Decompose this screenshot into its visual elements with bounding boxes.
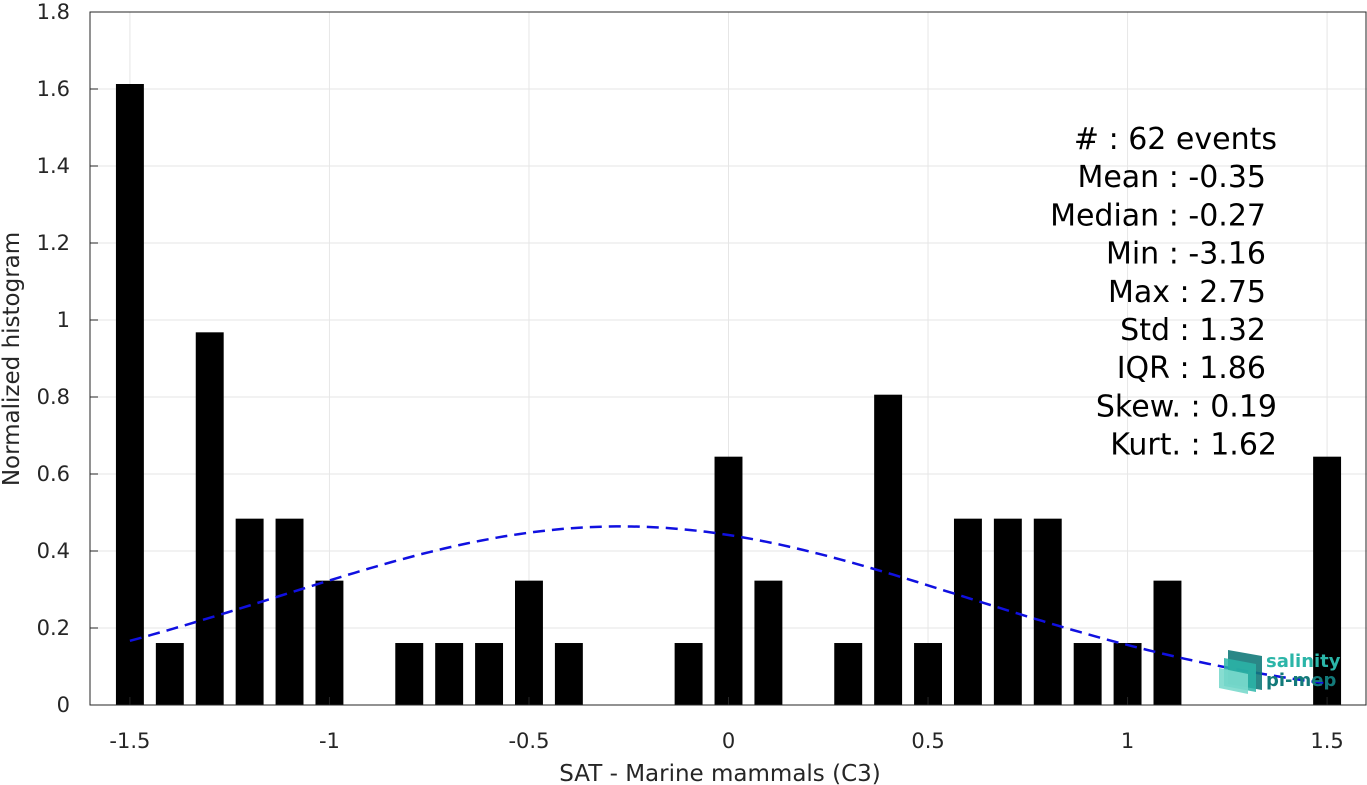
x-tick-label: 0 <box>722 729 735 753</box>
x-tick-label: 1 <box>1121 729 1134 753</box>
histogram-bar <box>874 394 903 705</box>
histogram-bar <box>515 580 543 705</box>
y-tick-label: 0 <box>57 693 70 717</box>
gaussian-fit-curve <box>129 525 1328 685</box>
histogram-bar <box>1153 580 1182 705</box>
stat-line: Min : -3.16 <box>1106 237 1266 272</box>
histogram-bar <box>754 580 783 705</box>
stat-line: Max : 2.75 <box>1108 275 1266 310</box>
stat-line: Median : -0.27 <box>1050 198 1266 233</box>
x-tick-label: 0.5 <box>911 729 944 753</box>
stat-line: Kurt. : 1.62 <box>1110 428 1277 463</box>
bars <box>115 83 1342 706</box>
stat-line: Std : 1.32 <box>1120 313 1266 348</box>
histogram-bar <box>275 518 304 705</box>
logo-text-pi-mep: pi-mep <box>1266 670 1336 691</box>
histogram-bar <box>1113 643 1142 705</box>
histogram-bar <box>435 643 464 705</box>
y-tick-label: 1.6 <box>37 77 70 101</box>
histogram-bar <box>1073 643 1102 705</box>
y-tick-label: 1 <box>57 308 70 332</box>
histogram-bar <box>714 456 743 705</box>
y-axis-label: Normalized histogram <box>0 232 25 486</box>
logo-text-salinity: salinity <box>1266 651 1341 672</box>
histogram-bar <box>395 643 424 705</box>
histogram-bar <box>834 643 863 705</box>
histogram-bar <box>155 643 184 705</box>
histogram-bar <box>1033 518 1062 705</box>
histogram-bar <box>475 643 504 705</box>
y-tick-label: 0.6 <box>37 462 70 486</box>
stat-line: IQR : 1.86 <box>1117 351 1266 386</box>
histogram-bar <box>914 643 942 705</box>
y-tick-labels: 0 0.2 0.4 0.6 0.8 1 1.2 1.4 1.6 1.8 <box>37 0 70 717</box>
histogram-bar <box>1313 456 1342 705</box>
y-tick-label: 0.4 <box>37 539 70 563</box>
salinity-pi-mep-logo: salinity pi-mep <box>1219 650 1341 694</box>
y-tick-label: 1.8 <box>37 0 70 24</box>
stat-line: Mean : -0.35 <box>1077 160 1266 195</box>
histogram-bar <box>195 332 224 705</box>
y-tick-label: 0.8 <box>37 385 70 409</box>
x-axis-label: SAT - Marine mammals (C3) <box>559 761 881 785</box>
histogram-bar <box>115 83 144 706</box>
x-tick-label: -1 <box>319 729 340 753</box>
histogram-bar <box>235 518 264 705</box>
x-tick-label: -1.5 <box>109 729 150 753</box>
stat-line: # : 62 events <box>1074 122 1277 157</box>
wave-logo-icon <box>1219 650 1262 694</box>
stat-line: Skew. : 0.19 <box>1096 389 1277 424</box>
histogram-bar <box>554 643 583 705</box>
axis-ticks <box>90 11 1328 706</box>
x-tick-labels: -1.5 -1 -0.5 0 0.5 1 1.5 <box>109 729 1343 753</box>
histogram-bar <box>953 518 982 705</box>
histogram-bar <box>674 643 703 705</box>
histogram-bar <box>993 518 1022 705</box>
y-tick-label: 0.2 <box>37 616 70 640</box>
y-tick-label: 1.2 <box>37 231 70 255</box>
x-tick-label: 1.5 <box>1310 729 1343 753</box>
y-tick-label: 1.4 <box>37 154 70 178</box>
histogram-bar <box>315 580 344 705</box>
x-tick-label: -0.5 <box>508 729 549 753</box>
